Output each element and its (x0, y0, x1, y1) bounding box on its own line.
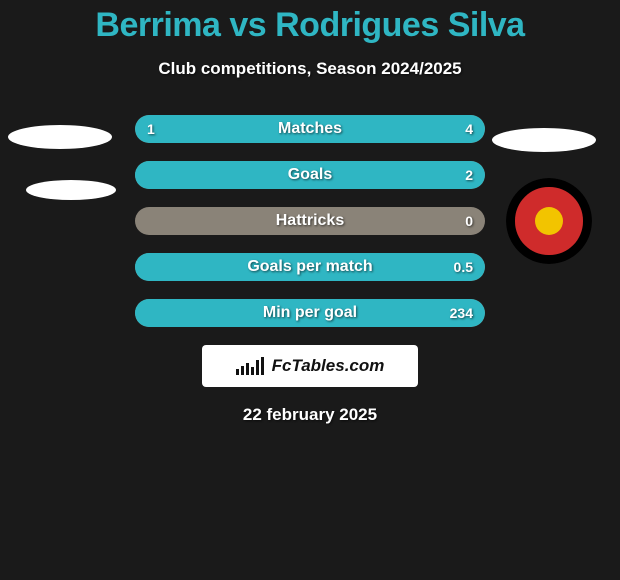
left-silhouette-blob (8, 125, 112, 149)
stat-label: Goals per match (135, 253, 485, 281)
stat-label: Min per goal (135, 299, 485, 327)
stat-value-right: 0.5 (442, 253, 485, 281)
stat-row: Hattricks0 (135, 207, 485, 235)
brand-bar-icon (261, 357, 264, 375)
brand-bar-icon (256, 360, 259, 375)
stats-bars: Matches1 4 Goals2 Hattricks0 Goals per match… (135, 115, 485, 327)
stat-value-right: 0 (453, 207, 485, 235)
brand-badge: FcTables.com (202, 345, 418, 387)
stat-label: Goals (135, 161, 485, 189)
brand-bar-icon (241, 366, 244, 375)
stat-value-right: 2 (453, 161, 485, 189)
brand-bar-icon (246, 363, 249, 375)
brand-bars-icon (236, 357, 264, 375)
stat-value-left: 1 (135, 115, 167, 143)
stat-row: Goals2 (135, 161, 485, 189)
crest-ring (506, 178, 592, 264)
crest-ring (515, 187, 582, 254)
date-text: 22 february 2025 (0, 405, 620, 425)
brand-bar-icon (236, 369, 239, 375)
stat-row: Goals per match0.5 (135, 253, 485, 281)
stat-label: Hattricks (135, 207, 485, 235)
stat-row: Min per goal234 (135, 299, 485, 327)
stat-value-right: 234 (438, 299, 485, 327)
left-silhouette-blob (26, 180, 116, 200)
page-background: Berrima vs Rodrigues Silva Club competit… (0, 0, 620, 580)
stat-value-right: 4 (453, 115, 485, 143)
main-area: Matches1 4 Goals2 Hattricks0 Goals per match… (0, 115, 620, 425)
page-title: Berrima vs Rodrigues Silva (0, 0, 620, 45)
stat-row: Matches1 4 (135, 115, 485, 143)
crest-core (535, 207, 563, 235)
stat-label: Matches (135, 115, 485, 143)
team-crest-icon (506, 178, 592, 264)
brand-text: FcTables.com (272, 356, 385, 376)
right-silhouette-blob (492, 128, 596, 152)
page-subtitle: Club competitions, Season 2024/2025 (0, 59, 620, 79)
brand-bar-icon (251, 367, 254, 375)
